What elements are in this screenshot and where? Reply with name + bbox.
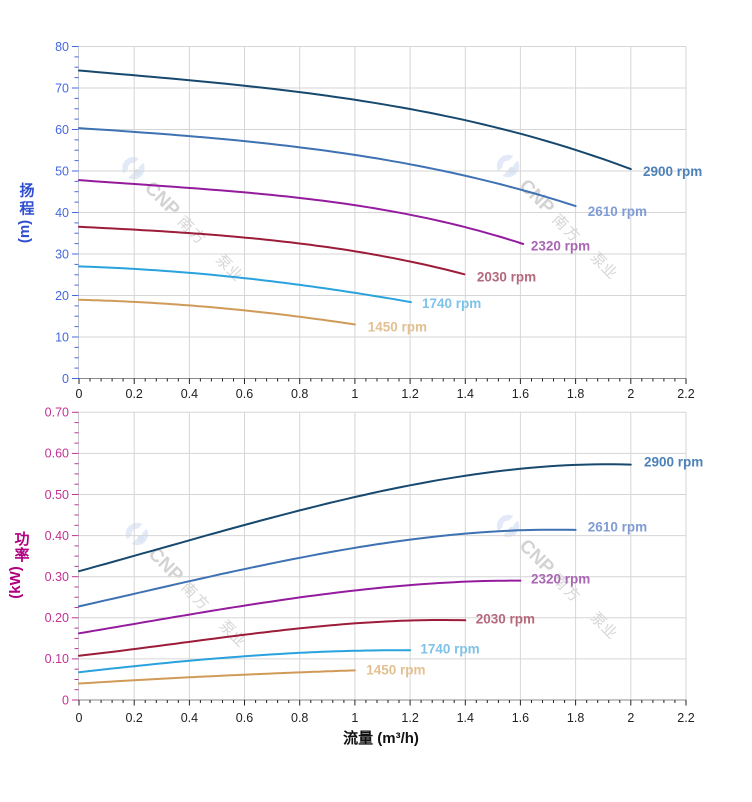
svg-text:0.60: 0.60: [45, 447, 69, 461]
svg-text:0.6: 0.6: [236, 387, 253, 401]
svg-text:流量 (m³/h): 流量 (m³/h): [343, 729, 419, 747]
svg-text:0.4: 0.4: [181, 387, 198, 401]
svg-text:20: 20: [55, 289, 69, 303]
svg-text:1.8: 1.8: [567, 711, 584, 725]
svg-text:0.40: 0.40: [45, 529, 69, 543]
svg-text:南方泵业: 南方泵业: [549, 211, 621, 283]
svg-text:1740 rpm: 1740 rpm: [422, 296, 481, 311]
svg-text:2: 2: [627, 387, 634, 401]
svg-text:1.8: 1.8: [567, 387, 584, 401]
svg-text:0.20: 0.20: [45, 611, 69, 625]
svg-text:1: 1: [351, 387, 358, 401]
svg-text:0.8: 0.8: [291, 711, 308, 725]
svg-text:0.70: 0.70: [45, 406, 69, 420]
svg-text:40: 40: [55, 206, 69, 220]
svg-text:功: 功: [14, 531, 29, 548]
svg-text:30: 30: [55, 247, 69, 261]
svg-text:70: 70: [55, 81, 69, 95]
svg-text:率: 率: [14, 546, 29, 564]
svg-text:1740 rpm: 1740 rpm: [420, 642, 479, 657]
svg-text:1.4: 1.4: [457, 387, 474, 401]
svg-text:扬: 扬: [19, 182, 34, 200]
svg-text:0: 0: [76, 387, 83, 401]
svg-text:0: 0: [62, 693, 69, 707]
svg-text:2030 rpm: 2030 rpm: [477, 269, 536, 284]
svg-text:1450 rpm: 1450 rpm: [368, 319, 427, 334]
svg-text:2900 rpm: 2900 rpm: [644, 454, 703, 469]
svg-text:2.2: 2.2: [677, 711, 694, 725]
svg-text:2610 rpm: 2610 rpm: [588, 519, 647, 534]
svg-text:0.2: 0.2: [126, 711, 143, 725]
svg-text:50: 50: [55, 164, 69, 178]
svg-text:80: 80: [55, 40, 69, 54]
svg-text:60: 60: [55, 123, 69, 137]
svg-text:0.10: 0.10: [45, 652, 69, 666]
svg-text:0.2: 0.2: [126, 387, 143, 401]
svg-text:10: 10: [55, 330, 69, 344]
svg-text:0.8: 0.8: [291, 387, 308, 401]
svg-text:0.4: 0.4: [181, 711, 198, 725]
svg-text:2320 rpm: 2320 rpm: [531, 239, 590, 254]
svg-text:0.50: 0.50: [45, 488, 69, 502]
svg-text:0: 0: [76, 711, 83, 725]
svg-text:2.2: 2.2: [677, 387, 694, 401]
svg-text:0.6: 0.6: [236, 711, 253, 725]
svg-text:1: 1: [351, 711, 358, 725]
svg-text:2610 rpm: 2610 rpm: [588, 204, 647, 219]
svg-text:2320 rpm: 2320 rpm: [531, 571, 590, 586]
svg-text:程: 程: [19, 201, 34, 218]
svg-text:0.30: 0.30: [45, 570, 69, 584]
svg-text:0: 0: [62, 372, 69, 386]
svg-text:1450 rpm: 1450 rpm: [366, 662, 425, 677]
svg-text:1.6: 1.6: [512, 711, 529, 725]
svg-text:1.6: 1.6: [512, 387, 529, 401]
svg-text:2030 rpm: 2030 rpm: [476, 611, 535, 626]
svg-text:1.2: 1.2: [401, 711, 418, 725]
svg-text:2: 2: [627, 711, 634, 725]
svg-text:2900 rpm: 2900 rpm: [643, 164, 702, 179]
svg-text:(m): (m): [16, 220, 33, 243]
svg-text:(kW): (kW): [7, 566, 24, 599]
svg-text:1.2: 1.2: [401, 387, 418, 401]
svg-text:1.4: 1.4: [457, 711, 474, 725]
